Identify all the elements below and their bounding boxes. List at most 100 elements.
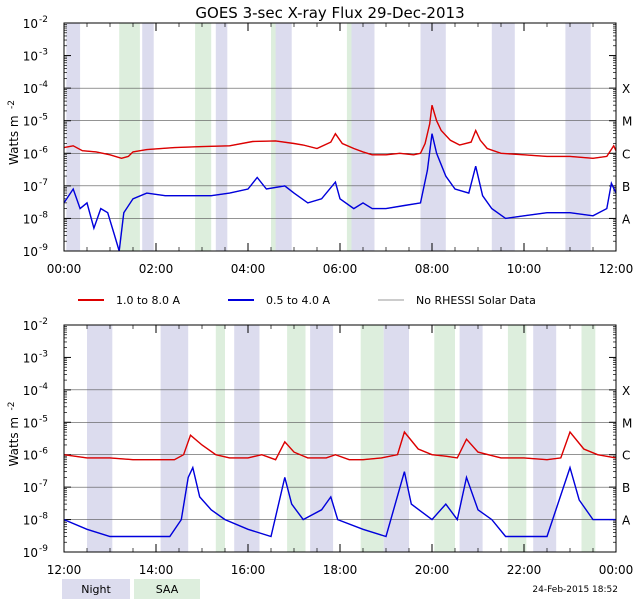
y-tick-exponent: -5 (39, 113, 48, 123)
flare-class-label: C (622, 449, 630, 463)
plot-frame (63, 324, 617, 553)
night-band (215, 23, 228, 251)
y-tick-label: 10 (23, 212, 38, 226)
y-tick-exponent: -7 (39, 178, 48, 188)
flare-class-label: X (622, 82, 630, 96)
y-tick-label: 10 (23, 180, 38, 194)
night-band (383, 325, 409, 552)
legend-item-rhessi: No RHESSI Solar Data (378, 294, 536, 307)
x-tick-label: 08:00 (415, 262, 450, 276)
timestamp-footer: 24-Feb-2015 18:52 (532, 585, 618, 595)
night-band (275, 23, 292, 251)
flare-class-label: M (622, 115, 632, 129)
saa-band (215, 325, 225, 552)
y-tick-label: 10 (23, 546, 38, 560)
y-axis-label: Watts m (7, 417, 21, 467)
legend-night-swatch (62, 579, 130, 599)
saa-band (287, 325, 306, 552)
y-axis-label-exponent: -2 (7, 100, 17, 109)
y-tick-label: 10 (23, 384, 38, 398)
y-tick-exponent: -9 (39, 544, 48, 554)
y-tick-label: 10 (23, 319, 38, 333)
y-tick-exponent: -7 (39, 479, 48, 489)
shade-legend: Night SAA (62, 579, 200, 599)
night-band (66, 23, 81, 251)
y-tick-label: 10 (23, 449, 38, 463)
y-tick-exponent: -4 (39, 80, 48, 90)
x-tick-label: 14:00 (139, 563, 174, 577)
night-band (491, 23, 515, 251)
legend-item-short: 0.5 to 4.0 A (228, 294, 331, 307)
night-band (351, 23, 375, 251)
x-tick-label: 00:00 (599, 563, 634, 577)
y-tick-label: 10 (23, 17, 38, 31)
saa-band (581, 325, 596, 552)
night-band (533, 325, 557, 552)
y-tick-label: 10 (23, 245, 38, 259)
x-tick-label: 10:00 (507, 262, 542, 276)
flare-class-label: C (622, 147, 630, 161)
flare-class-label: B (622, 481, 630, 495)
legend-saa-swatch (134, 579, 200, 599)
night-band (565, 23, 591, 251)
x-tick-label: 04:00 (231, 262, 266, 276)
saa-band (434, 325, 455, 552)
x-tick-label: 12:00 (47, 563, 82, 577)
night-band (234, 325, 260, 552)
x-tick-label: 18:00 (323, 563, 358, 577)
y-tick-exponent: -3 (39, 48, 48, 58)
plot-frame (63, 22, 617, 252)
flare-class-label: B (622, 180, 630, 194)
legend-label-rhessi: No RHESSI Solar Data (416, 294, 536, 307)
legend-label-short: 0.5 to 4.0 A (266, 294, 331, 307)
y-tick-exponent: -2 (39, 317, 48, 327)
y-tick-exponent: -2 (39, 15, 48, 25)
flare-class-label: A (622, 212, 631, 226)
legend-saa-label: SAA (156, 583, 179, 596)
saa-band (195, 23, 212, 251)
legend-series: 1.0 to 8.0 A 0.5 to 4.0 A No RHESSI Sola… (78, 294, 536, 307)
x-tick-label: 20:00 (415, 563, 450, 577)
legend-label-long: 1.0 to 8.0 A (116, 294, 181, 307)
y-tick-exponent: -5 (39, 414, 48, 424)
y-tick-label: 10 (23, 416, 38, 430)
series-short-0.5-4A (63, 465, 616, 538)
y-tick-exponent: -3 (39, 349, 48, 359)
series-short-0.5-4A (63, 133, 617, 252)
x-tick-label: 22:00 (507, 563, 542, 577)
legend-night-label: Night (81, 583, 111, 596)
y-tick-exponent: -8 (39, 512, 48, 522)
saa-band (507, 325, 527, 552)
y-tick-exponent: -6 (39, 145, 48, 155)
y-axis-label: Watts m (7, 115, 21, 165)
flare-class-label: A (622, 514, 631, 528)
night-band (160, 325, 189, 552)
x-tick-label: 16:00 (231, 563, 266, 577)
y-tick-label: 10 (23, 481, 38, 495)
y-tick-exponent: -4 (39, 382, 48, 392)
night-band (87, 325, 113, 552)
chart-title: GOES 3-sec X-ray Flux 29-Dec-2013 (195, 4, 464, 22)
y-tick-label: 10 (23, 50, 38, 64)
flare-class-label: X (622, 384, 630, 398)
x-tick-label: 00:00 (47, 262, 82, 276)
y-tick-exponent: -8 (39, 210, 48, 220)
series-long-1-8A (63, 430, 617, 461)
y-tick-exponent: -6 (39, 447, 48, 457)
y-tick-exponent: -9 (39, 243, 48, 253)
saa-band (119, 23, 140, 251)
y-tick-label: 10 (23, 82, 38, 96)
x-tick-label: 02:00 (139, 262, 174, 276)
saa-band (360, 325, 384, 552)
y-tick-label: 10 (23, 351, 38, 365)
night-band (310, 325, 334, 552)
night-band (459, 325, 483, 552)
y-tick-label: 10 (23, 115, 38, 129)
night-band (142, 23, 154, 251)
y-tick-label: 10 (23, 514, 38, 528)
x-tick-label: 12:00 (599, 262, 634, 276)
x-tick-label: 06:00 (323, 262, 358, 276)
